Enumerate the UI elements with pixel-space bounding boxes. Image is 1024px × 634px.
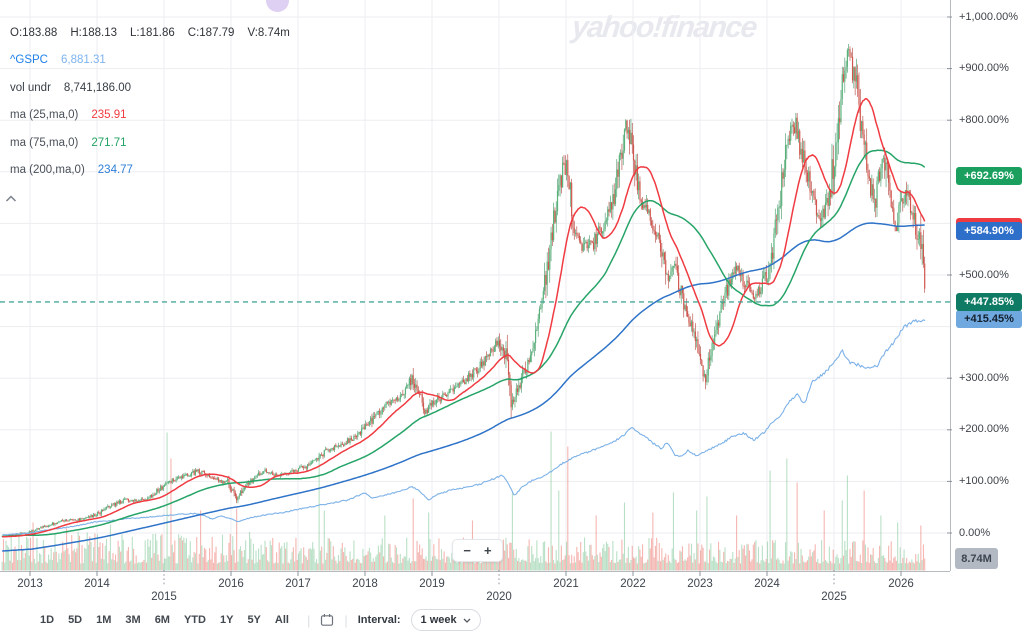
gridlines xyxy=(0,0,950,571)
x-axis-year-label: 2023 xyxy=(687,578,713,590)
legend-collapse-button[interactable] xyxy=(5,190,17,208)
chevron-down-icon xyxy=(463,618,471,623)
ma200-line xyxy=(2,222,925,552)
volume-value: V:8.74m xyxy=(247,27,290,39)
x-axis-year-label: 2016 xyxy=(218,578,244,590)
range-button-1d[interactable]: 1D xyxy=(40,614,55,626)
range-button-5d[interactable]: 5D xyxy=(68,614,83,626)
up-wicks xyxy=(1,44,923,538)
ma200-badge: +584.90% xyxy=(956,222,1022,241)
interval-select[interactable]: 1 week xyxy=(410,609,481,631)
zoom-in-button[interactable]: + xyxy=(484,543,492,558)
range-buttons: 1D 5D 1M 3M 6M YTD 1Y 5Y All xyxy=(0,614,303,626)
ma25-value: 235.91 xyxy=(91,109,127,121)
x-axis-year-label: 2019 xyxy=(419,578,445,590)
range-button-5y[interactable]: 5Y xyxy=(247,614,261,626)
comparison-row[interactable]: ^GSPC 6,881.31 xyxy=(10,54,119,66)
range-button-1y[interactable]: 1Y xyxy=(219,614,234,626)
y-axis-label: +1,000.00% xyxy=(959,10,1019,23)
open-value: O:183.88 xyxy=(10,27,58,39)
volume-under-value: 8,741,186.00 xyxy=(63,82,132,94)
x-axis-year-label: 2015 xyxy=(151,591,177,603)
x-axis-year-label: 2024 xyxy=(754,578,780,590)
range-button-all[interactable]: All xyxy=(274,614,289,626)
y-axis-label: +500.00% xyxy=(959,268,1009,281)
x-axis-year-label: 2018 xyxy=(352,578,378,590)
moving-averages xyxy=(2,98,926,552)
gspc-comparison-line xyxy=(2,318,926,536)
ohlc-row: O:183.88 H:188.13 L:181.86 C:187.79 V:8.74m xyxy=(10,27,303,39)
comparison-symbol: ^GSPC xyxy=(10,54,48,66)
ma200-row[interactable]: ma (200,ma,0) 234.77 xyxy=(10,164,146,176)
zoom-control: − + xyxy=(452,539,503,562)
interval-value: 1 week xyxy=(420,614,457,626)
calendar-icon xyxy=(321,614,334,626)
y-axis-label: +800.00% xyxy=(959,113,1009,126)
x-axis-year-label: 2017 xyxy=(285,578,311,590)
interval-label: Interval: xyxy=(357,614,401,626)
high-value: H:188.13 xyxy=(70,27,118,39)
toolbar-separator-2: | xyxy=(344,612,348,628)
comparison-value: 6,881.31 xyxy=(61,54,106,66)
x-axis-year-label: 2020 xyxy=(486,591,512,603)
x-axis-year-label: 2026 xyxy=(888,578,914,590)
chevron-up-icon xyxy=(5,195,17,202)
y-axis-label: +200.00% xyxy=(959,423,1009,436)
y-axis-label: 0.00% xyxy=(959,526,991,539)
axes xyxy=(0,0,952,585)
y-axis-label: +100.00% xyxy=(959,474,1009,487)
volume-under-row[interactable]: vol undr 8,741,186.00 xyxy=(10,82,144,94)
chart-toolbar: 1D 5D 1M 3M 6M YTD 1Y 5Y All | | Interval: 1 wee… xyxy=(0,607,1024,633)
ma200-label: ma (200,ma,0) xyxy=(10,164,85,176)
comparison xyxy=(2,318,926,536)
y-axis-label: +900.00% xyxy=(959,62,1009,75)
x-axis-year-label: 2021 xyxy=(553,578,579,590)
volume-under-label: vol undr xyxy=(10,82,51,94)
low-value: L:181.86 xyxy=(130,27,175,39)
ma75-badge: +692.69% xyxy=(956,166,1022,185)
volume-axis-badge: 8.74M xyxy=(955,548,998,569)
range-button-3m[interactable]: 3M xyxy=(125,614,141,626)
date-range-button[interactable] xyxy=(320,613,334,627)
cursor-indicator-dot xyxy=(266,0,289,12)
ma75-label: ma (75,ma,0) xyxy=(10,137,79,149)
ma25-row[interactable]: ma (25,ma,0) 235.91 xyxy=(10,109,140,121)
x-axis-year-label: 2025 xyxy=(821,591,847,603)
x-axis-year-label: 2022 xyxy=(620,578,646,590)
zoom-out-button[interactable]: − xyxy=(463,543,471,558)
x-axis-year-label: 2014 xyxy=(84,578,110,590)
ma75-row[interactable]: ma (75,ma,0) 271.71 xyxy=(10,137,140,149)
ma25-label: ma (25,ma,0) xyxy=(10,109,79,121)
comparison-badge: +415.45% xyxy=(956,309,1022,328)
ma200-value: 234.77 xyxy=(97,164,133,176)
ma25-line xyxy=(2,98,926,538)
range-button-1m[interactable]: 1M xyxy=(96,614,112,626)
range-button-6m[interactable]: 6M xyxy=(154,614,170,626)
close-value: C:187.79 xyxy=(187,27,235,39)
y-axis-label: +300.00% xyxy=(959,371,1009,384)
toolbar-separator: | xyxy=(306,612,311,628)
ma75-line xyxy=(2,149,926,538)
last-price-badge: +447.85% xyxy=(956,292,1022,311)
price-chart[interactable] xyxy=(0,0,1024,600)
range-button-ytd[interactable]: YTD xyxy=(183,614,206,626)
ma75-value: 271.71 xyxy=(91,137,127,149)
x-axis-year-label: 2013 xyxy=(17,578,43,590)
